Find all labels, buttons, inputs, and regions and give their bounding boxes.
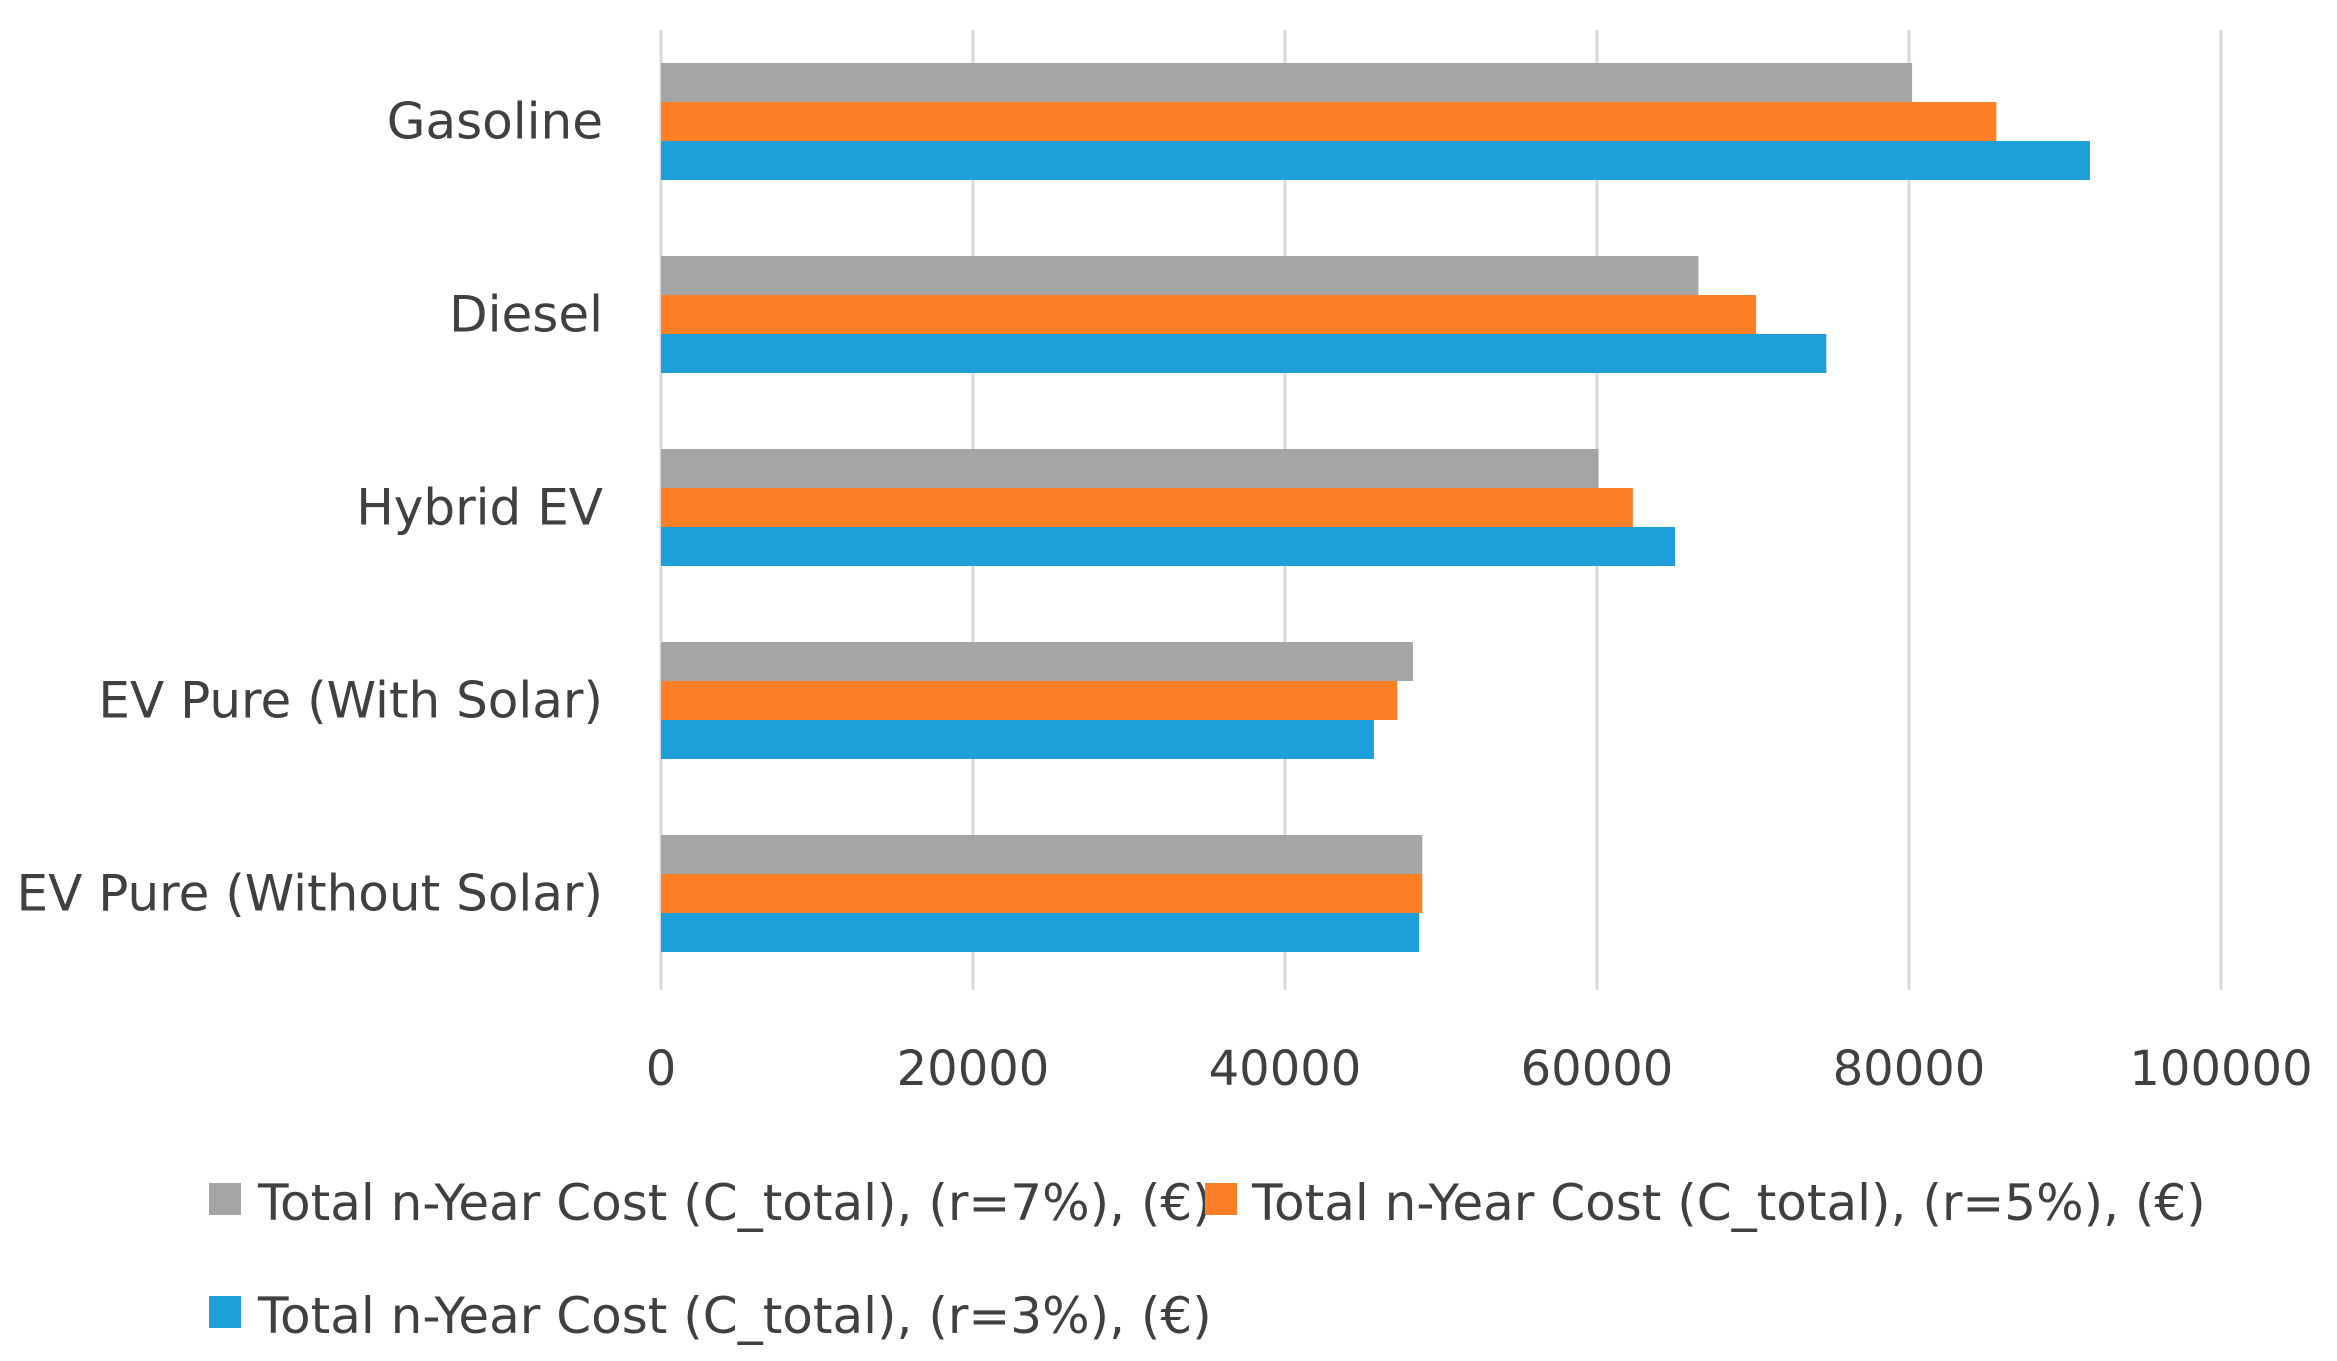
category-label: EV Pure (With Solar)	[98, 672, 603, 730]
bar	[661, 642, 1413, 681]
legend-item: Total n-Year Cost (C_total), (r=3%), (€)	[209, 1287, 1212, 1345]
bar	[661, 720, 1374, 759]
bar	[661, 256, 1699, 295]
legend-label: Total n-Year Cost (C_total), (r=7%), (€)	[257, 1174, 1212, 1232]
category-label: EV Pure (Without Solar)	[17, 865, 604, 923]
bar	[661, 141, 2090, 180]
bar	[661, 334, 1827, 373]
x-tick-label: 80000	[1833, 1041, 1986, 1097]
bar	[661, 835, 1423, 874]
category-labels: Gasoline Diesel Hybrid EV EV Pure (With Sol…	[17, 93, 604, 923]
bar	[661, 449, 1599, 488]
bar	[661, 681, 1398, 720]
bar	[661, 63, 1913, 102]
x-tick-label: 60000	[1521, 1041, 1674, 1097]
legend-swatch	[209, 1183, 241, 1215]
category-label: Gasoline	[387, 93, 603, 151]
legend-item: Total n-Year Cost (C_total), (r=5%), (€)	[1205, 1174, 2206, 1232]
bar	[661, 295, 1757, 334]
category-label: Hybrid EV	[356, 479, 603, 537]
bar	[661, 913, 1420, 952]
bar	[661, 527, 1675, 566]
bars	[661, 63, 2090, 952]
category-label: Diesel	[449, 286, 603, 344]
legend-label: Total n-Year Cost (C_total), (r=3%), (€)	[257, 1287, 1212, 1345]
legend-swatch	[209, 1296, 241, 1328]
x-tick-label: 100000	[2129, 1041, 2312, 1097]
bar	[661, 488, 1633, 527]
x-tick-label: 40000	[1209, 1041, 1362, 1097]
x-tick-label: 20000	[897, 1041, 1050, 1097]
legend-item: Total n-Year Cost (C_total), (r=7%), (€)	[209, 1174, 1212, 1232]
bar	[661, 102, 1997, 141]
legend-swatch	[1205, 1183, 1237, 1215]
legend: Total n-Year Cost (C_total), (r=7%), (€)…	[209, 1174, 2206, 1345]
legend-label: Total n-Year Cost (C_total), (r=5%), (€)	[1251, 1174, 2206, 1232]
x-tick-label: 0	[646, 1041, 677, 1097]
x-tick-labels: 0 20000 40000 60000 80000 100000	[646, 1041, 2313, 1097]
bar	[661, 874, 1423, 913]
